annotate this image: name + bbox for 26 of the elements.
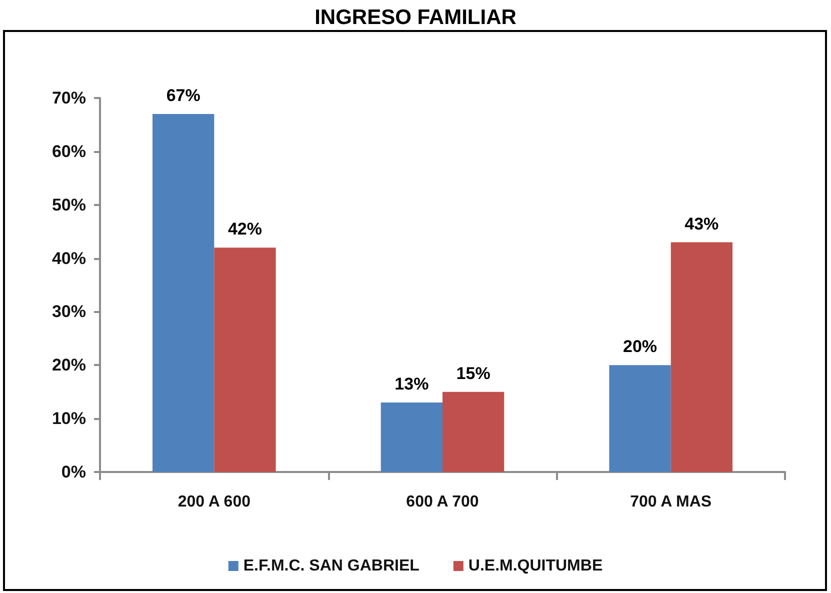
bar xyxy=(609,365,671,472)
chart-title: INGRESO FAMILIAR xyxy=(314,6,516,29)
data-label: 15% xyxy=(456,364,490,383)
y-tick-label: 20% xyxy=(52,356,86,375)
data-label: 42% xyxy=(228,220,262,239)
data-label: 20% xyxy=(622,337,658,356)
bar xyxy=(670,242,732,472)
data-label: 43% xyxy=(684,214,719,234)
bar xyxy=(380,402,442,472)
legend-label: U.E.M.QUITUMBE xyxy=(468,558,603,574)
y-tick-label: 60% xyxy=(52,142,86,161)
x-tick-label: 200 A 600 xyxy=(178,494,251,510)
y-tick-label: 50% xyxy=(52,195,86,214)
y-tick-label: 30% xyxy=(52,302,86,322)
y-tick-label: 70% xyxy=(52,88,86,108)
data-label: 13% xyxy=(394,374,429,394)
bar xyxy=(214,248,276,472)
x-tick-label: 700 A MAS xyxy=(630,494,712,510)
y-tick-label: 0% xyxy=(61,462,86,482)
y-tick-label: 40% xyxy=(52,248,86,268)
data-label: 67% xyxy=(166,86,200,106)
bar xyxy=(152,114,214,472)
y-tick-label: 10% xyxy=(52,409,86,428)
x-tick-label: 600 A 700 xyxy=(406,494,479,510)
bar xyxy=(442,392,504,472)
legend-label: E.F.M.C. SAN GABRIEL xyxy=(243,558,420,574)
